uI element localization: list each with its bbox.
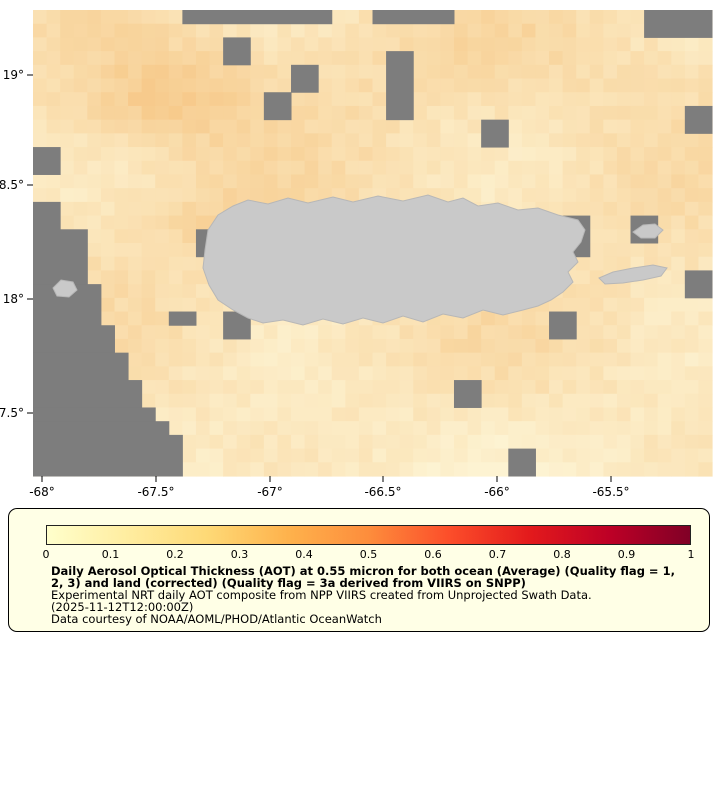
y-tick-label: 18°: [3, 292, 24, 306]
legend-panel: 0 0.1 0.2 0.3 0.4 0.5 0.6 0.7 0.8 0.9 1 Daily Aero…: [8, 508, 710, 632]
aot-map: 19° 18.5° 18° 17.5° -68° -67.5° -67° -66.5° -66°…: [0, 10, 713, 499]
missing-data-cells: [33, 10, 713, 477]
colorbar-tick: 0.3: [230, 548, 249, 561]
x-tick-label: -65.5°: [592, 485, 629, 499]
axis-ticks: 19° 18.5° 18° 17.5° -68° -67.5° -67° -66.5° -66°…: [0, 68, 630, 499]
x-tick-label: -66°: [484, 485, 510, 499]
legend-line-courtesy: Data courtesy of NOAA/AOML/PHOD/Atlantic…: [51, 612, 382, 626]
colorbar-gradient: [46, 525, 691, 545]
x-tick-label: -67.5°: [137, 485, 174, 499]
colorbar-tick: 0.7: [488, 548, 507, 561]
y-tick-label: 18.5°: [0, 178, 24, 192]
colorbar-tick: 0.8: [553, 548, 571, 561]
colorbar-tick: 0.2: [166, 548, 184, 561]
colorbar-tick: 0.4: [295, 548, 313, 561]
colorbar-tick: 0.9: [617, 548, 636, 561]
legend-title-line1: Daily Aerosol Optical Thickness (AOT) at…: [51, 564, 675, 578]
x-tick-label: -66.5°: [364, 485, 401, 499]
x-tick-label: -67°: [257, 485, 283, 499]
colorbar-tick-labels: 0 0.1 0.2 0.3 0.4 0.5 0.6 0.7 0.8 0.9 1: [42, 548, 695, 561]
legend-line-timestamp: (2025-11-12T12:00:00Z): [51, 600, 194, 614]
legend-caption: Daily Aerosol Optical Thickness (AOT) at…: [51, 565, 701, 625]
colorbar-tick: 0.1: [101, 548, 120, 561]
y-tick-label: 17.5°: [0, 406, 24, 420]
y-tick-label: 19°: [3, 68, 24, 82]
colorbar-tick: 1: [687, 548, 695, 561]
colorbar-tick: 0: [42, 548, 50, 561]
colorbar-tick: 0.5: [359, 548, 378, 561]
land-shapes: [52, 194, 668, 326]
colorbar-tick: 0.6: [424, 548, 442, 561]
x-tick-label: -68°: [29, 485, 55, 499]
legend-line-experimental: Experimental NRT daily AOT composite fro…: [51, 588, 592, 602]
legend-title-line2: 2, 3) and land (corrected) (Quality flag…: [51, 576, 526, 590]
